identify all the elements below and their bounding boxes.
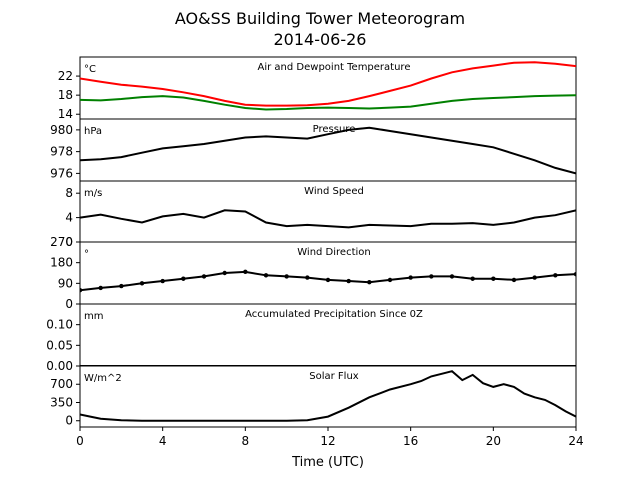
temperature-title: Air and Dewpoint Temperature bbox=[258, 62, 411, 73]
precipitation-ytick-label: 0.10 bbox=[46, 318, 73, 332]
wind-speed-title: Wind Speed bbox=[304, 186, 364, 197]
pressure-panel: 976 978 980 Pressure hPa bbox=[50, 118, 577, 185]
wind-direction-ytick-label: 270 bbox=[50, 235, 73, 249]
wind-speed-series-group bbox=[80, 209, 576, 229]
pressure-title: Pressure bbox=[313, 124, 356, 135]
x-tick-label: 4 bbox=[159, 434, 167, 448]
pressure-series-group bbox=[80, 126, 576, 175]
pressure-frame bbox=[79, 118, 577, 182]
x-axis: 0 4 8 12 16 20 24 bbox=[76, 434, 583, 448]
temperature-series-group bbox=[80, 61, 576, 111]
solar-flux-series-group bbox=[80, 370, 576, 422]
wind-direction-ytick-label: 0 bbox=[65, 297, 73, 311]
solar-flux-panel: 0 350 700 Solar Flux W/m^2 bbox=[50, 365, 577, 431]
precipitation-title: Accumulated Precipitation Since 0Z bbox=[245, 309, 423, 320]
x-tick-label: 0 bbox=[76, 434, 84, 448]
precipitation-ytick-label: 0.00 bbox=[46, 359, 73, 373]
wind-speed-ytick-label: 4 bbox=[65, 211, 73, 225]
temperature-unit: °C bbox=[84, 64, 96, 75]
solar-flux-ytick-label: 350 bbox=[50, 395, 73, 409]
wind-direction-panel: 0 90 180 270 Wind Direction ° bbox=[50, 235, 577, 311]
temperature-series-line-1 bbox=[80, 61, 576, 107]
wind-direction-frame bbox=[79, 241, 577, 305]
wind-speed-series-line-1 bbox=[80, 209, 576, 229]
temperature-series-line-2 bbox=[80, 94, 576, 111]
temperature-ytick-label: 22 bbox=[58, 69, 73, 83]
wind-speed-unit: m/s bbox=[84, 188, 102, 199]
temperature-ytick-label: 14 bbox=[58, 107, 73, 121]
wind-direction-unit: ° bbox=[84, 249, 89, 260]
solar-flux-unit: W/m^2 bbox=[84, 373, 122, 384]
wind-speed-panel: 0 4 8 Wind Speed m/s bbox=[65, 180, 577, 249]
wind-direction-series-line bbox=[80, 270, 576, 292]
x-tick-label: 24 bbox=[568, 434, 583, 448]
x-tick-label: 8 bbox=[242, 434, 250, 448]
precipitation-frame bbox=[79, 303, 577, 367]
figure-title-line1: AO&SS Building Tower Meteorogram bbox=[175, 9, 465, 28]
wind-direction-title: Wind Direction bbox=[297, 247, 371, 258]
x-tick-label: 20 bbox=[486, 434, 501, 448]
figure-title-line2: 2014-06-26 bbox=[274, 30, 367, 49]
x-tick-label: 16 bbox=[403, 434, 418, 448]
solar-flux-ytick-label: 700 bbox=[50, 377, 73, 391]
x-axis-label: Time (UTC) bbox=[291, 455, 364, 470]
precipitation-unit: mm bbox=[84, 311, 103, 322]
temperature-panel: 14 18 22 Air and Dewpoint Temperature °C bbox=[58, 56, 577, 123]
wind-direction-ytick-label: 180 bbox=[50, 256, 73, 270]
wind-speed-frame bbox=[79, 180, 577, 243]
wind-speed-ytick-label: 8 bbox=[65, 186, 73, 200]
precipitation-ytick-label: 0.05 bbox=[46, 338, 73, 352]
pressure-unit: hPa bbox=[84, 126, 102, 137]
solar-flux-series-line-1 bbox=[80, 370, 576, 422]
pressure-ytick-label: 976 bbox=[50, 166, 73, 180]
solar-flux-ytick-label: 0 bbox=[65, 414, 73, 428]
pressure-ytick-label: 978 bbox=[50, 145, 73, 159]
wind-speed-ytick-label: 0 bbox=[65, 235, 73, 249]
pressure-series-line-1 bbox=[80, 126, 576, 175]
solar-flux-title: Solar Flux bbox=[309, 371, 359, 382]
temperature-ytick-label: 18 bbox=[58, 88, 73, 102]
x-tick-label: 12 bbox=[320, 434, 335, 448]
wind-direction-series-group bbox=[80, 269, 576, 293]
precipitation-panel: 0.00 0.05 0.10 Accumulated Precipitation Si… bbox=[46, 303, 577, 373]
wind-direction-ytick-label: 90 bbox=[58, 276, 73, 290]
pressure-ytick-label: 980 bbox=[50, 123, 73, 137]
